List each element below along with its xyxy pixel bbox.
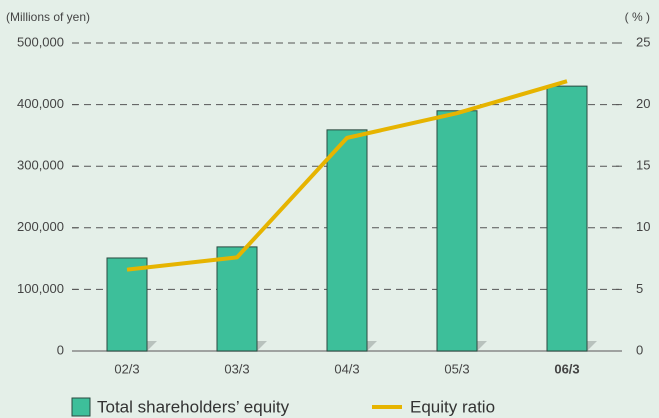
- legend-label: Total shareholders’ equity: [97, 397, 290, 416]
- bar: [216, 246, 258, 352]
- y2-tick-label: 5: [636, 281, 643, 296]
- y2-tick-label: 20: [636, 96, 650, 111]
- y2-tick-label: 25: [636, 34, 650, 49]
- bar: [326, 129, 368, 352]
- x-tick-label: 02/3: [114, 361, 139, 376]
- bar-shadow: [367, 341, 377, 351]
- y2-tick-label: 10: [636, 219, 650, 234]
- bar-shadow: [587, 341, 597, 351]
- legend-swatch: [71, 397, 91, 417]
- y-tick-label: 400,000: [17, 96, 64, 111]
- x-tick-label: 06/3: [554, 361, 579, 376]
- line: [126, 79, 568, 272]
- bar: [546, 85, 588, 352]
- y2-tick-label: 15: [636, 158, 650, 173]
- x-tick-label: 04/3: [334, 361, 359, 376]
- x-tick-label: 03/3: [224, 361, 249, 376]
- bar: [436, 110, 478, 352]
- y-tick-label: 300,000: [17, 158, 64, 173]
- y-axis-label: (Millions of yen): [6, 10, 90, 24]
- x-tick-label: 05/3: [444, 361, 469, 376]
- bar-shadow: [257, 341, 267, 351]
- y2-axis-label: ( % ): [625, 10, 650, 24]
- y-tick-label: 100,000: [17, 281, 64, 296]
- y-tick-label: 0: [57, 342, 64, 357]
- bar-shadow: [147, 341, 157, 351]
- bar-shadow: [477, 341, 487, 351]
- y-tick-label: 500,000: [17, 34, 64, 49]
- legend-label: Equity ratio: [410, 397, 495, 416]
- y2-tick-label: 0: [636, 342, 643, 357]
- bar: [106, 257, 148, 352]
- y-tick-label: 200,000: [17, 219, 64, 234]
